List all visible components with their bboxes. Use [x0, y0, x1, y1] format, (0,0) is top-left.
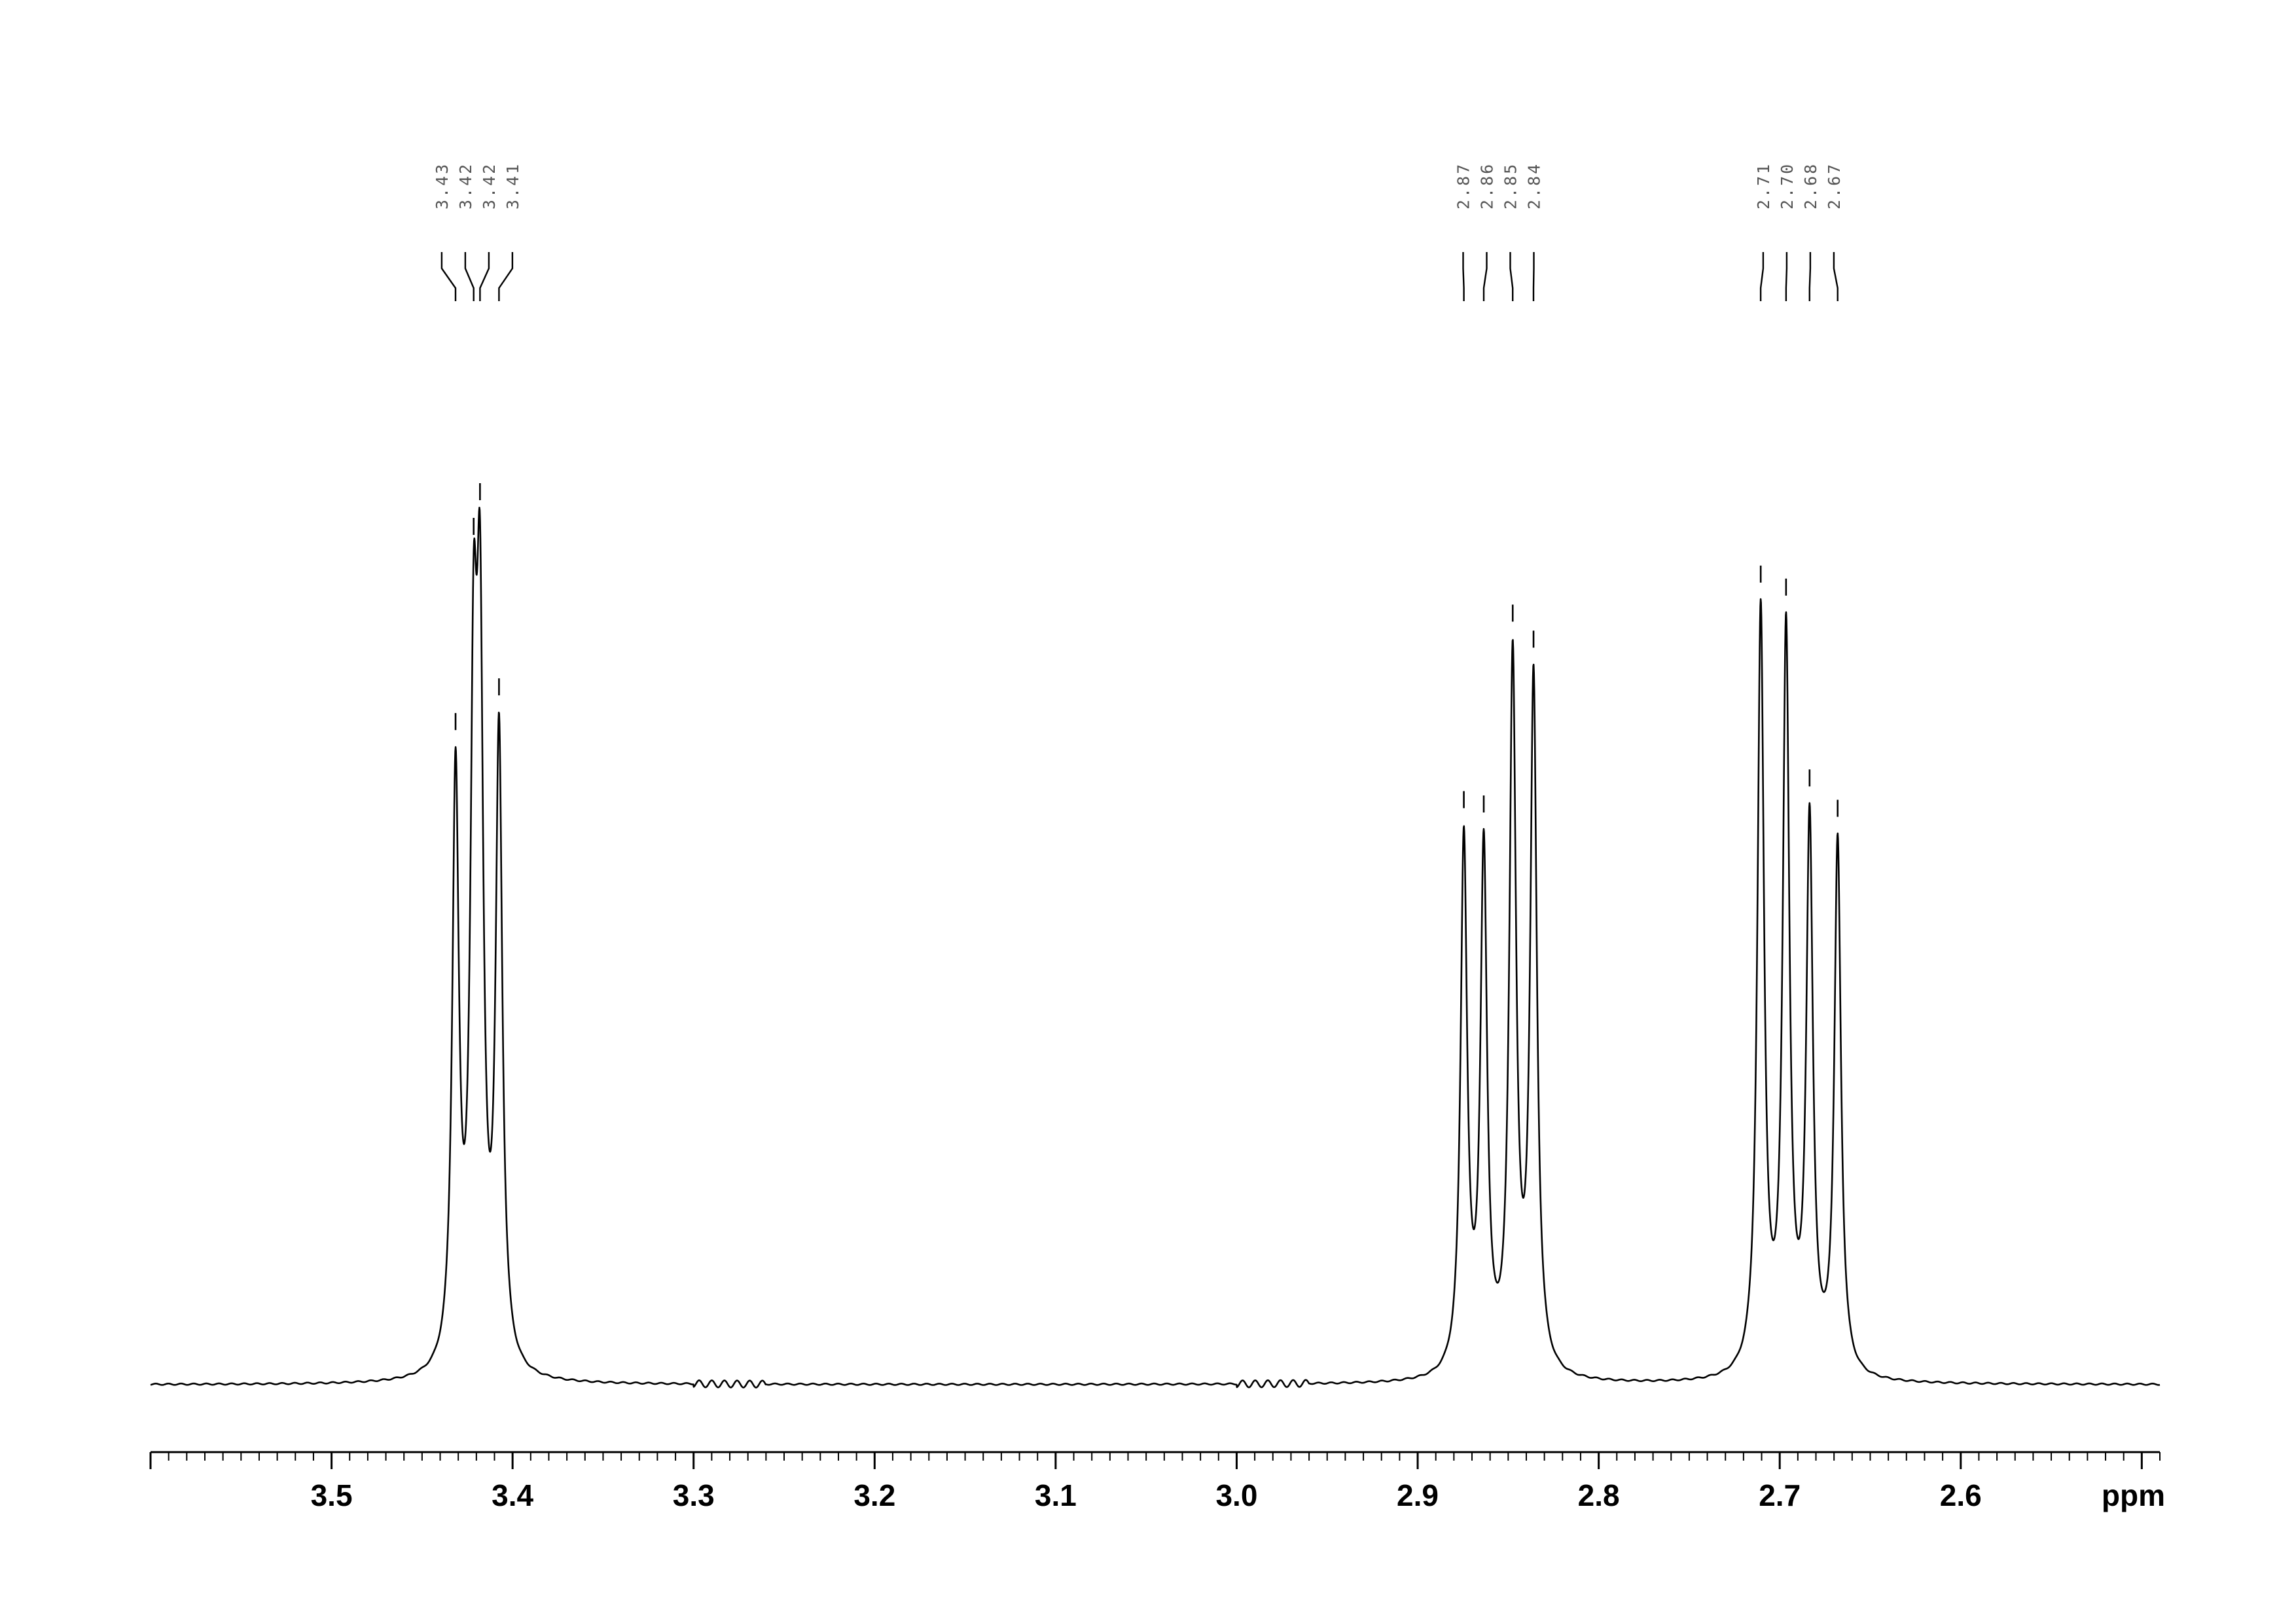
peak-leader-line — [479, 252, 490, 301]
peak-marker-group — [454, 483, 1839, 817]
x-tick-label: 3.5 — [311, 1478, 353, 1512]
peak-label: 2.67 — [1825, 162, 1844, 210]
peak-leader-line — [1833, 252, 1839, 301]
peak-leader-line — [1462, 252, 1465, 301]
peak-label: 3.41 — [503, 162, 522, 210]
peak-leader-line — [1759, 252, 1765, 301]
spectrum-trace — [150, 506, 2161, 1389]
x-tick-label: 2.9 — [1397, 1478, 1439, 1512]
peak-label: 2.84 — [1524, 162, 1543, 210]
peak-label: 2.71 — [1754, 162, 1773, 210]
x-tick-label: 2.8 — [1578, 1478, 1620, 1512]
x-tick-label: 3.2 — [853, 1478, 895, 1512]
peak-label: 3.42 — [480, 162, 499, 210]
peak-leader-line — [1509, 252, 1514, 301]
peak-label: 2.70 — [1778, 162, 1797, 210]
x-axis-ticks: 3.5 3.4 3.3 3.2 3.1 3.0 2.9 2.8 2.7 2.6 — [149, 1452, 2161, 1512]
peak-leader-line — [440, 252, 457, 301]
x-tick-label: 3.3 — [673, 1478, 715, 1512]
x-tick-label: 3.1 — [1035, 1478, 1077, 1512]
peak-leader-line — [1785, 252, 1788, 301]
peak-leader-line — [1482, 252, 1488, 301]
x-tick-label: 2.7 — [1759, 1478, 1801, 1512]
x-tick-label: 3.4 — [492, 1478, 533, 1512]
peak-label: 3.43 — [433, 162, 452, 210]
peak-leader-line — [498, 252, 514, 301]
peak-leader-line — [464, 252, 475, 301]
x-tick-label: 2.6 — [1940, 1478, 1982, 1512]
peak-label: 3.42 — [456, 162, 475, 210]
peak-label: 2.87 — [1454, 162, 1473, 210]
x-tick-label: 3.0 — [1215, 1478, 1257, 1512]
peak-label: 2.85 — [1501, 162, 1520, 210]
x-axis-unit-label: ppm — [2102, 1478, 2165, 1512]
peak-label: 2.68 — [1801, 162, 1820, 210]
peak-label: 2.86 — [1477, 162, 1496, 210]
peak-label-group: 3.43 3.42 3.42 3.41 2.87 2.86 2.85 2.84 2.71 2.70… — [433, 162, 1844, 301]
